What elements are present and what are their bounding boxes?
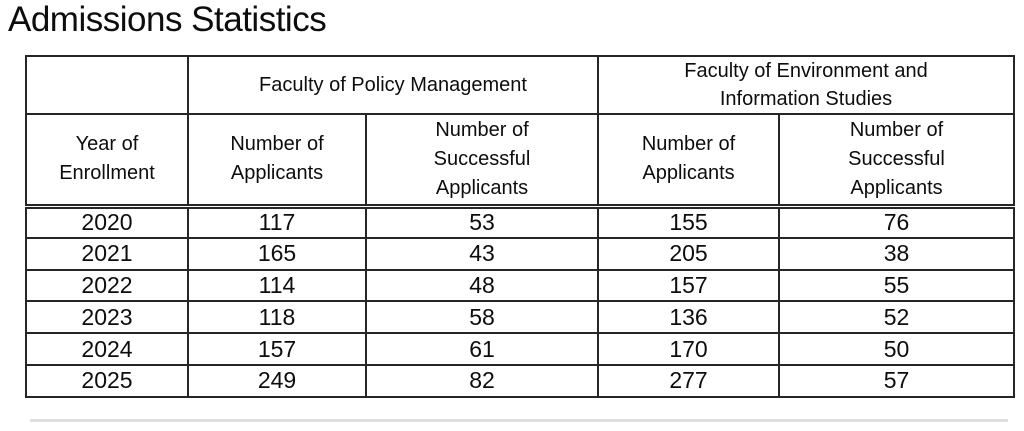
year-cell: 2024 [25,332,189,366]
pm-number-of-applicants-header: Number of Applicants [187,113,367,209]
admissions-table: Faculty of Policy Management Faculty of … [25,55,1015,398]
pm-successful-cell: 61 [365,332,599,366]
table-row-2021: 2021 165 43 205 38 [25,236,1015,271]
pm-applicants-cell: 165 [187,236,367,271]
faculty-group-header-row: Faculty of Policy Management Faculty of … [25,55,1015,115]
eis-successful-cell: 38 [778,236,1015,271]
pm-successful-cell: 43 [365,236,599,271]
table-row-2025: 2025 249 82 277 57 [25,363,1015,398]
table-row-2022: 2022 114 48 157 55 [25,268,1015,303]
eis-successful-cell: 57 [778,363,1015,398]
eis-applicants-cell: 157 [597,268,780,303]
column-header-row: Year of Enrollment Number of Applicants … [25,113,1015,209]
eis-successful-cell: 52 [778,300,1015,335]
faculty-policy-management-header: Faculty of Policy Management [187,55,599,115]
pm-successful-cell: 58 [365,300,599,335]
eis-applicants-cell: 170 [597,332,780,366]
pm-successful-cell: 48 [365,268,599,303]
pm-number-of-successful-applicants-header: Number of Successful Applicants [365,113,599,209]
year-cell: 2022 [25,268,189,303]
year-cell: 2023 [25,300,189,335]
pm-applicants-cell: 249 [187,363,367,398]
eis-number-of-successful-applicants-header: Number of Successful Applicants [778,113,1015,209]
year-cell: 2020 [25,205,189,239]
year-cell: 2021 [25,236,189,271]
eis-applicants-cell: 205 [597,236,780,271]
table-row-2024: 2024 157 61 170 50 [25,332,1015,366]
slide-edge-artifact [30,419,1008,422]
pm-applicants-cell: 114 [187,268,367,303]
pm-applicants-cell: 117 [187,205,367,239]
pm-successful-cell: 82 [365,363,599,398]
faculty-environment-information-header: Faculty of Environment and Information S… [597,55,1015,115]
table-row-2020: 2020 117 53 155 76 [25,205,1015,239]
year-of-enrollment-header: Year of Enrollment [25,113,189,209]
eis-applicants-cell: 136 [597,300,780,335]
eis-successful-cell: 50 [778,332,1015,366]
eis-successful-cell: 76 [778,205,1015,239]
table-row-2023: 2023 118 58 136 52 [25,300,1015,335]
corner-empty-cell [25,55,189,115]
pm-successful-cell: 53 [365,205,599,239]
year-cell: 2025 [25,363,189,398]
pm-applicants-cell: 157 [187,332,367,366]
eis-successful-cell: 55 [778,268,1015,303]
eis-applicants-cell: 155 [597,205,780,239]
pm-applicants-cell: 118 [187,300,367,335]
eis-number-of-applicants-header: Number of Applicants [597,113,780,209]
page-title: Admissions Statistics [8,0,327,39]
eis-applicants-cell: 277 [597,363,780,398]
